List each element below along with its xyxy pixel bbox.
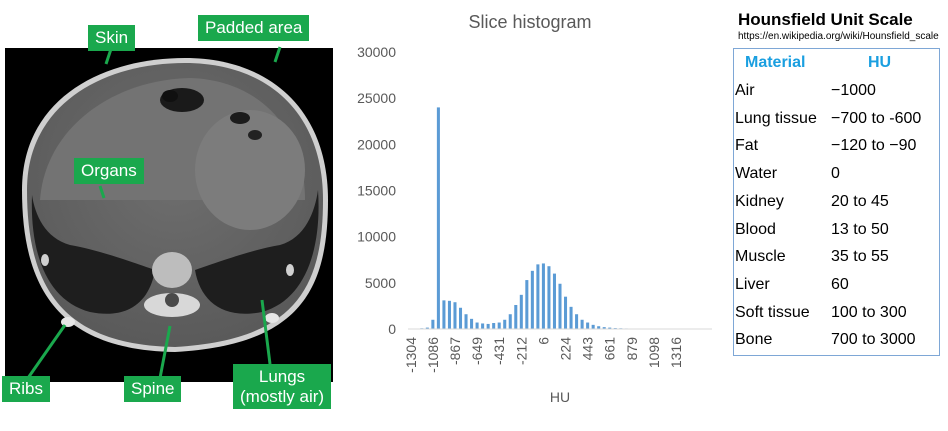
x-tick-label: -431 [491, 337, 507, 365]
scale-hu-cell: 0 [831, 165, 840, 183]
histogram-bar [503, 319, 507, 329]
scale-title: Hounsfield Unit Scale [738, 10, 913, 29]
histogram-chart: Slice histogram 0 5000 10000 15000 20000 2500… [357, 12, 712, 405]
histogram-bar [486, 323, 490, 329]
scale-source-url: https://en.wikipedia.org/wiki/Hounsfield… [738, 31, 939, 42]
scale-hu-cell: −700 to -600 [831, 109, 922, 127]
histogram-bar [580, 319, 584, 329]
histogram-bar [541, 263, 545, 329]
histogram-bar [453, 302, 457, 329]
bar-series [409, 107, 711, 330]
scale-material-cell: Kidney [735, 192, 784, 210]
y-tick-label: 10000 [357, 229, 396, 245]
hu-header: HU [868, 54, 892, 71]
y-axis: 0 5000 10000 15000 20000 25000 30000 [357, 44, 396, 337]
histogram-bar [470, 318, 474, 329]
histogram-bar [591, 324, 595, 329]
spine-label: Spine [124, 376, 182, 402]
scale-material-cell: Water [735, 165, 778, 183]
histogram-bar [464, 314, 468, 329]
x-tick-label: 661 [602, 337, 618, 361]
histogram-bar [530, 270, 534, 329]
histogram-bar [492, 322, 496, 329]
histogram-bar [508, 314, 512, 329]
x-tick-label: 224 [558, 337, 574, 361]
histogram-bar [575, 314, 579, 329]
histogram-bar [608, 327, 612, 329]
histogram-bar [547, 266, 551, 329]
histogram-bar [552, 273, 556, 329]
x-tick-label: 6 [535, 337, 551, 345]
y-tick-label: 0 [388, 321, 396, 337]
x-tick-label: -212 [513, 337, 529, 365]
scale-hu-cell: −120 to −90 [831, 137, 917, 155]
y-tick-label: 5000 [365, 275, 396, 291]
organs-label: Organs [74, 158, 144, 184]
histogram-bar [425, 327, 429, 329]
lungs-label: Lungs (mostly air) [233, 364, 332, 410]
histogram-bar [447, 300, 451, 329]
hounsfield-scale-panel: Hounsfield Unit Scale https://en.wikiped… [728, 0, 948, 426]
ct-scan-panel: Skin Padded area Organs Ribs Spine Lungs… [0, 0, 350, 426]
histogram-bar [519, 294, 523, 329]
skin-label: Skin [88, 25, 136, 51]
x-tick-label: 443 [580, 337, 596, 361]
scale-hu-cell: 700 to 3000 [831, 331, 916, 349]
x-tick-label: 879 [624, 337, 640, 361]
y-tick-label: 25000 [357, 90, 396, 106]
chart-title: Slice histogram [468, 12, 591, 32]
scale-material-cell: Bone [735, 331, 773, 349]
histogram-bar [442, 300, 446, 329]
scale-material-cell: Liver [735, 275, 770, 293]
scale-hu-cell: 13 to 50 [831, 220, 889, 238]
x-axis-label: HU [550, 389, 570, 405]
histogram-bar [475, 322, 479, 329]
histogram-bar [436, 107, 440, 330]
scale-material-cell: Muscle [735, 248, 786, 266]
scale-hu-cell: 35 to 55 [831, 248, 889, 266]
histogram-bar [514, 304, 518, 329]
scale-material-cell: Blood [735, 220, 776, 238]
scale-material-cell: Soft tissue [735, 303, 810, 321]
histogram-bar [597, 326, 601, 329]
y-tick-label: 30000 [357, 44, 396, 60]
material-header: Material [745, 54, 806, 71]
histogram-bar [458, 307, 463, 329]
scale-hu-cell: −1000 [831, 82, 876, 99]
scale-hu-cell: 100 to 300 [831, 303, 907, 321]
histogram-bar [481, 323, 485, 329]
y-tick-label: 20000 [357, 136, 396, 152]
histogram-bar [431, 319, 435, 329]
scale-material-cell: Fat [735, 137, 759, 155]
x-tick-label: -867 [447, 337, 463, 365]
histogram-bar [497, 322, 501, 329]
histogram-bar [602, 327, 606, 329]
scale-table-border [733, 48, 940, 356]
histogram-bar [569, 306, 573, 329]
scale-material-cell: Air [735, 82, 755, 99]
padded-area-label: Padded area [198, 15, 310, 41]
scale-hu-cell: 60 [831, 275, 849, 293]
histogram-bar [536, 264, 540, 329]
x-tick-label: -649 [469, 337, 485, 365]
histogram-bar [525, 280, 529, 329]
scale-material-cell: Lung tissue [735, 109, 817, 127]
histogram-bar [558, 283, 562, 329]
y-tick-label: 15000 [357, 183, 396, 199]
ct-scan-image [5, 45, 333, 382]
slice-histogram-panel: Slice histogram 0 5000 10000 15000 20000 2500… [350, 0, 730, 426]
histogram-bar [586, 322, 590, 329]
scale-hu-cell: 20 to 45 [831, 192, 889, 210]
x-tick-label: -1086 [425, 337, 441, 373]
ribs-label: Ribs [2, 376, 51, 402]
histogram-bar [564, 296, 568, 329]
x-tick-label: -1304 [403, 337, 419, 373]
x-tick-label: 1098 [646, 337, 662, 368]
x-tick-label: 1316 [668, 337, 684, 368]
x-axis: -1304 -1086 -867 -649 -431 -212 6 224 443 661 879 1… [403, 337, 684, 373]
